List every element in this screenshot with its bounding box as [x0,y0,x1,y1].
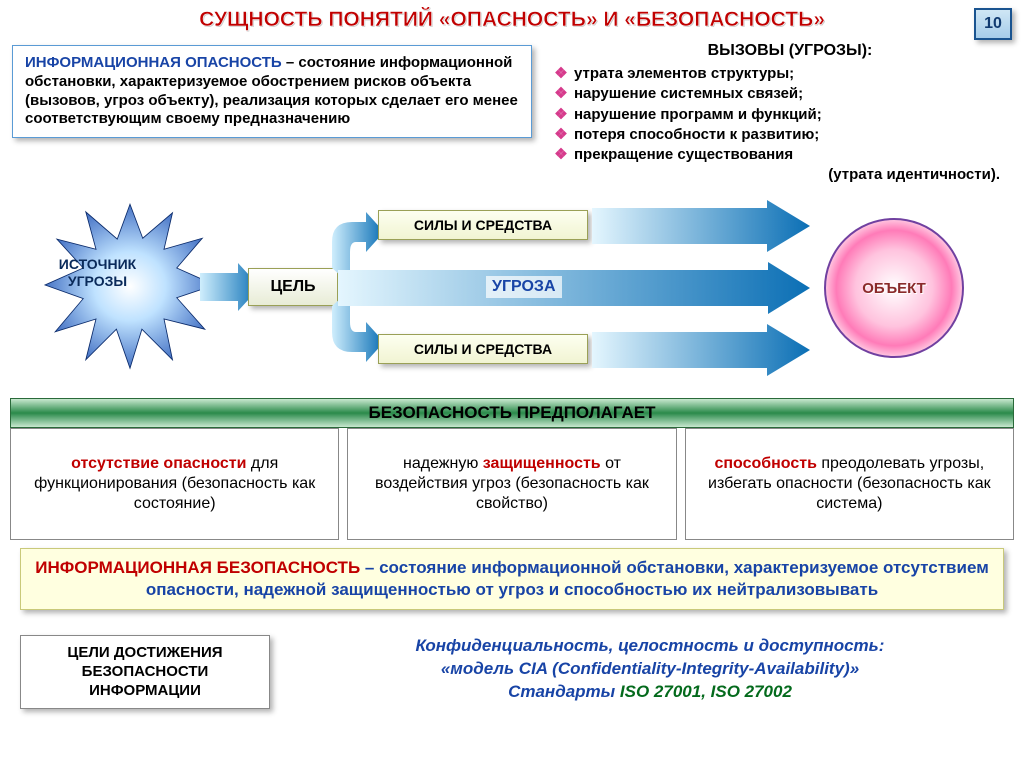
security-goals-box: ЦЕЛИ ДОСТИЖЕНИЯ БЕЗОПАСНОСТИ ИНФОРМАЦИИ [20,635,270,709]
security-implies-bar: БЕЗОПАСНОСТЬ ПРЕДПОЛАГАЕТ [10,398,1014,428]
arrow-wide-top [592,200,810,252]
aspect-hl: защищенность [483,455,601,472]
bullet-icon: ❖ [548,64,574,84]
source-label: ИСТОЧНИК УГРОЗЫ [40,256,155,290]
threat-item: нарушение программ и функций; [574,105,822,125]
forces-box-top: СИЛЫ И СРЕДСТВА [378,210,588,240]
cia-model-text: Конфиденциальность, целостность и доступ… [300,635,1000,704]
threat-item: нарушение системных связей; [574,84,803,104]
threats-list: ❖утрата элементов структуры; ❖нарушение … [548,64,1018,186]
iso-standards: ISO 27001, ISO 27002 [620,682,792,701]
page-number-badge: 10 [974,8,1012,40]
goal-box: ЦЕЛЬ [248,268,338,306]
aspect-absence: отсутствие опасности для функционировани… [10,428,339,540]
aspect-ability: способность преодолевать угрозы, избегат… [685,428,1014,540]
object-circle: ОБЪЕКТ [824,218,964,358]
cia-line2: «модель CIA (Confidentiality-Integrity-A… [300,658,1000,681]
aspect-protection: надежную защищенность от воздействия угр… [347,428,676,540]
term-info-security: ИНФОРМАЦИОННАЯ БЕЗОПАСНОСТЬ [35,558,360,577]
bullet-icon: ❖ [548,145,574,165]
forces-box-bottom: СИЛЫ И СРЕДСТВА [378,334,588,364]
aspect-hl: способность [714,455,816,472]
aspect-pre: надежную [403,455,483,472]
threats-title: ВЫЗОВЫ (УГРОЗЫ): [650,42,930,60]
threat-item: прекращение существования [574,145,793,165]
security-aspects-row: отсутствие опасности для функционировани… [10,428,1014,540]
page-title: СУЩНОСТЬ ПОНЯТИЙ «ОПАСНОСТЬ» И «БЕЗОПАСН… [0,8,1024,32]
threat-label: УГРОЗА [486,276,562,298]
threat-item: утрата элементов структуры; [574,64,794,84]
aspect-hl: отсутствие опасности [71,455,246,472]
threat-flow-diagram: ИСТОЧНИК УГРОЗЫ ЦЕЛЬ СИЛЫ И СРЕДСТВА СИЛ… [0,188,1024,388]
bullet-icon: ❖ [548,84,574,104]
bullet-icon: ❖ [548,105,574,125]
arrow-wide-bottom [592,324,810,376]
bullet-icon: ❖ [548,125,574,145]
cia-line3-prefix: Стандарты [508,682,620,701]
info-security-definition: ИНФОРМАЦИОННАЯ БЕЗОПАСНОСТЬ – состояние … [20,548,1004,610]
info-danger-definition: ИНФОРМАЦИОННАЯ ОПАСНОСТЬ – состояние инф… [12,45,532,138]
threats-last-line: (утрата идентичности). [548,165,1018,185]
threat-item: потеря способности к развитию; [574,125,819,145]
term-info-danger: ИНФОРМАЦИОННАЯ ОПАСНОСТЬ [25,54,282,71]
arrow-wide-middle [338,262,810,314]
cia-line1: Конфиденциальность, целостность и доступ… [300,635,1000,658]
